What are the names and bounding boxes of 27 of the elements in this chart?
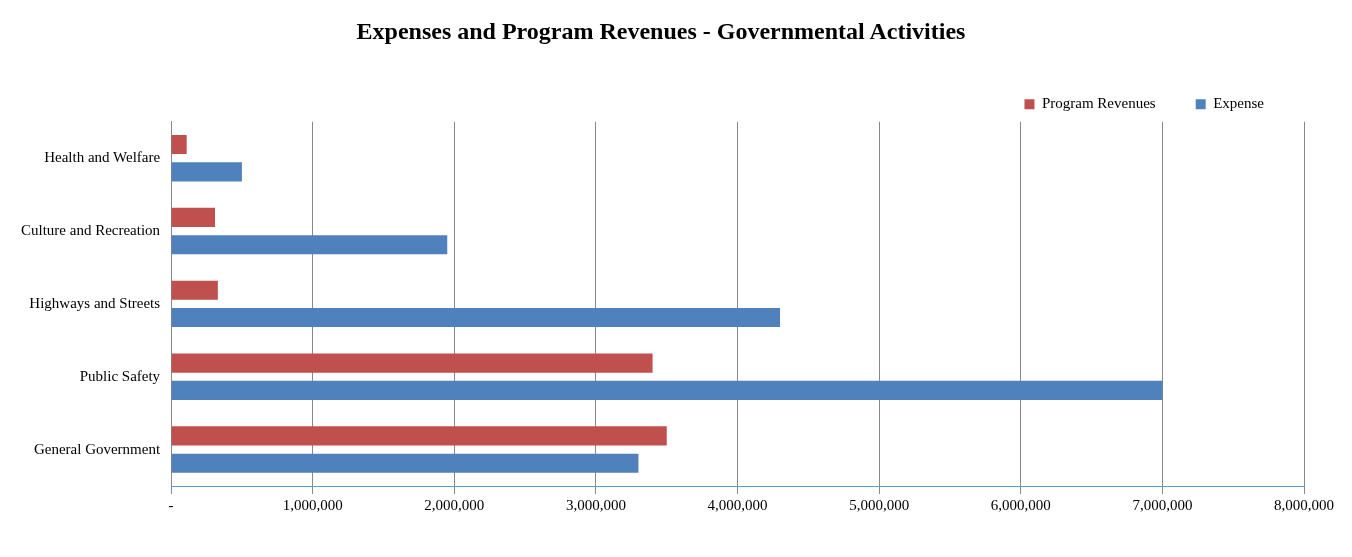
x-tick-label: 7,000,000 [1132, 496, 1193, 513]
chart-title: Expenses and Program Revenues - Governmental Activities [356, 17, 966, 44]
x-tick-label: 1,000,000 [282, 496, 343, 513]
bar [171, 280, 218, 300]
y-tick-label: Public Safety [79, 367, 161, 384]
bar [171, 353, 653, 373]
y-tick-label: Culture and Recreation [20, 222, 161, 238]
x-tick-label: - [168, 496, 174, 513]
x-tick-label: 6,000,000 [990, 496, 1051, 513]
bar [171, 453, 639, 473]
bar [171, 162, 242, 182]
legend-label: Expense [1213, 95, 1265, 112]
x-tick-label: 2,000,000 [424, 496, 485, 513]
x-tick-label: 4,000,000 [707, 496, 768, 513]
bar [171, 135, 187, 155]
bar [171, 235, 448, 255]
bar [171, 426, 667, 446]
bar [171, 380, 1163, 400]
bar [171, 207, 216, 227]
x-tick-label: 5,000,000 [849, 496, 910, 513]
y-tick-label: Highways and Streets [29, 294, 161, 311]
x-tick-label: 3,000,000 [565, 496, 626, 513]
y-tick-label: General Government [33, 440, 161, 457]
x-tick-label: 8,000,000 [1274, 496, 1334, 513]
y-tick-label: Health and Welfare [44, 149, 161, 166]
bar [171, 308, 781, 328]
legend-label: Program Revenues [1041, 95, 1156, 112]
